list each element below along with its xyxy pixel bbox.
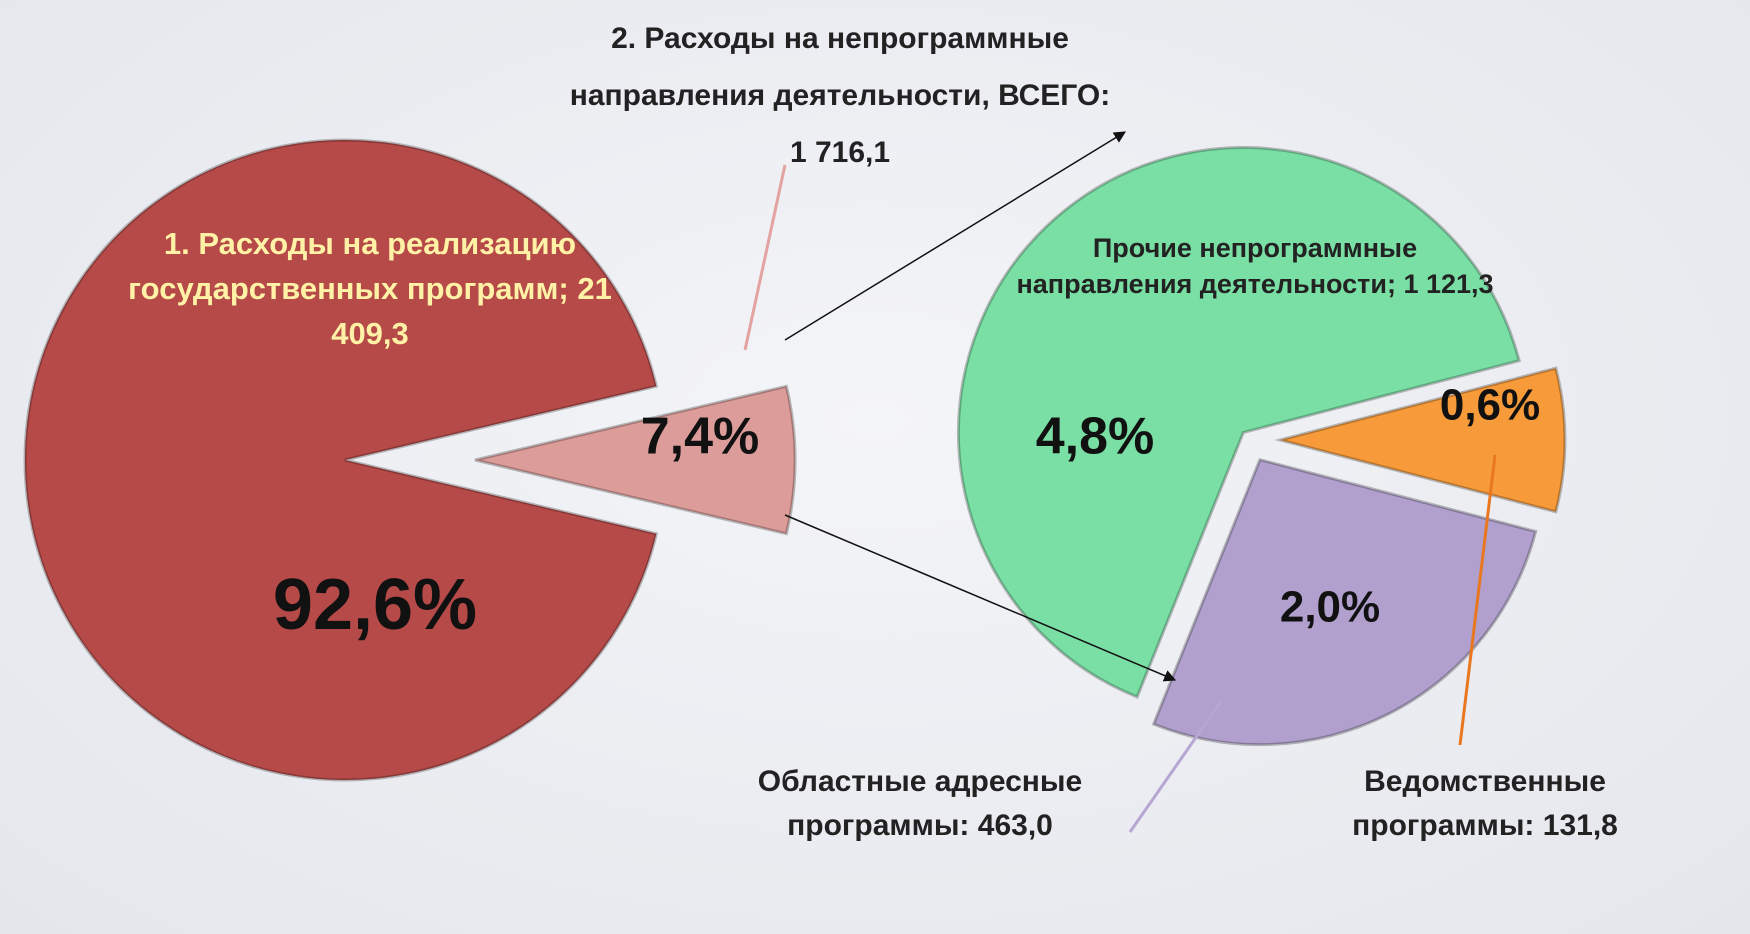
value-label: 4,8% <box>1036 408 1155 466</box>
slice <box>474 384 797 536</box>
category-label: Прочие непрограммные направления деятель… <box>1016 233 1494 300</box>
slice <box>956 146 1522 699</box>
leader-line <box>743 164 787 351</box>
category-label: Областные адресные программы: 463,0 <box>757 765 1083 842</box>
connector <box>784 131 1127 341</box>
leader-line <box>1458 454 1497 746</box>
value-label: 7,4% <box>641 408 760 466</box>
leader-line <box>1128 699 1224 833</box>
value-label: 2,0% <box>1280 583 1380 632</box>
connector <box>784 514 1177 682</box>
value-label: 0,6% <box>1440 381 1540 430</box>
value-labels: 92,6% 7,4% 4,8% 2,0% 0,6% <box>273 381 1540 645</box>
value-label: 92,6% <box>273 565 477 645</box>
category-label: 2. Расходы на непрограммные направления … <box>569 22 1111 169</box>
slice <box>23 138 659 782</box>
category-label: 1. Расходы на реализацию государственных… <box>128 226 612 351</box>
category-label: Ведомственные программы: 131,8 <box>1352 765 1618 842</box>
slices <box>23 138 1567 782</box>
slice <box>1151 457 1538 747</box>
